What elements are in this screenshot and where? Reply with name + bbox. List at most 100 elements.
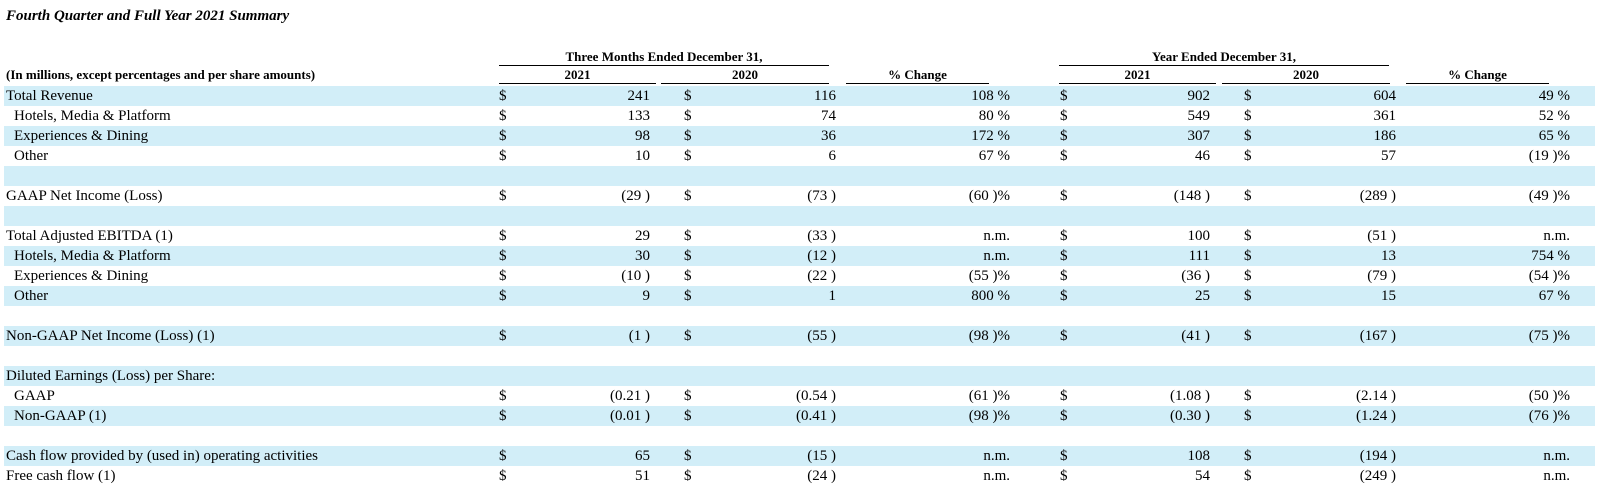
cell-y2020-currency: $ — [1244, 88, 1252, 104]
cell-q-pct-change: 800 % — [971, 288, 1010, 304]
cell-y2020-currency: $ — [1244, 328, 1252, 344]
cell-y2021-currency: $ — [1060, 328, 1068, 344]
row-label: Other — [14, 148, 49, 164]
cell-y2020-value: (289 ) — [1359, 188, 1396, 204]
table-row: Experiences & Dining $98 $36 172 % $307 $186 6… — [4, 126, 1595, 146]
row-label: Cash flow provided by (used in) operatin… — [6, 448, 319, 464]
cell-q2020-value: (33 ) — [807, 228, 836, 244]
cell-y2020-value: 361 — [1373, 108, 1397, 124]
table-row: Non-GAAP Net Income (Loss) (1) $ (1 ) $ (55 … — [4, 326, 1595, 346]
cell-q2020-value: (15 ) — [807, 448, 836, 464]
cell-y2021-value: 100 — [1187, 228, 1211, 244]
cell-q2020-currency: $ — [684, 448, 692, 464]
cell-y-pct-change: n.m. — [1543, 448, 1570, 464]
cell-y2021-value: 108 — [1187, 448, 1211, 464]
header-year: Year Ended December 31, — [1059, 49, 1389, 66]
cell-y2021-value: (1.08 ) — [1170, 388, 1210, 404]
cell-y2021-value: (0.30 ) — [1170, 408, 1210, 424]
row-label: Experiences & Dining — [14, 268, 149, 284]
cell-q2021-currency: $ — [499, 88, 507, 104]
cell-y2021-currency: $ — [1060, 188, 1068, 204]
cell-q2021-currency: $ — [499, 228, 507, 244]
cell-y2021-currency: $ — [1060, 388, 1068, 404]
cell-q2021-currency: $ — [499, 408, 507, 424]
cell-q2020-currency: $ — [684, 468, 692, 484]
cell-q2020-value: (22 ) — [807, 268, 836, 284]
cell-q-pct-change: 108 % — [971, 88, 1010, 104]
spacer-row — [4, 206, 1595, 226]
cell-y2021-currency: $ — [1060, 248, 1068, 264]
cell-q2021-value: (0.21 ) — [610, 388, 650, 404]
cell-q2021-value: (1 ) — [628, 328, 650, 344]
cell-y-pct-change: (54 )% — [1528, 268, 1570, 284]
cell-q2020-currency: $ — [684, 408, 692, 424]
page-title: Fourth Quarter and Full Year 2021 Summar… — [6, 8, 290, 24]
cell-q2020-currency: $ — [684, 228, 692, 244]
cell-q2020-currency: $ — [684, 268, 692, 284]
cell-q2021-value: (10 ) — [621, 268, 650, 284]
cell-q2021-currency: $ — [499, 268, 507, 284]
header-q-2020: 2020 — [661, 67, 829, 84]
cell-q2020-value: (12 ) — [807, 248, 836, 264]
cell-q2020-value: (73 ) — [807, 188, 836, 204]
cell-y2020-currency: $ — [1244, 448, 1252, 464]
table-row: Free cash flow (1) $51 $ (24 ) n.m. $54 $ (249 … — [4, 466, 1595, 486]
cell-y2021-value: (41 ) — [1181, 328, 1210, 344]
table-row: GAAP Net Income (Loss) $ (29 ) $ (73 ) (60 )%… — [4, 186, 1595, 206]
cell-y2021-value: 902 — [1187, 88, 1211, 104]
cell-q2021-value: 30 — [635, 248, 650, 264]
cell-q-pct-change: 67 % — [978, 148, 1010, 164]
cell-y2020-value: (167 ) — [1359, 328, 1396, 344]
cell-q2021-value: 9 — [642, 288, 651, 304]
cell-y2020-currency: $ — [1244, 148, 1252, 164]
spacer-row — [4, 346, 1595, 366]
row-label: Diluted Earnings (Loss) per Share: — [6, 368, 216, 384]
cell-q2020-value: 1 — [828, 288, 837, 304]
cell-q2020-currency: $ — [684, 88, 692, 104]
cell-y2020-value: 13 — [1381, 248, 1396, 264]
cell-q2021-currency: $ — [499, 468, 507, 484]
cell-q2020-value: 36 — [821, 128, 836, 144]
cell-q2021-value: 241 — [627, 88, 651, 104]
cell-q2021-value: 10 — [635, 148, 650, 164]
cell-q2021-value: (0.01 ) — [610, 408, 650, 424]
cell-y2021-value: (36 ) — [1181, 268, 1210, 284]
table-row: Other $9 $1 800 % $25 $15 67 % — [4, 286, 1595, 306]
spacer-row — [4, 166, 1595, 186]
header-three-months: Three Months Ended December 31, — [499, 49, 829, 66]
cell-q2020-currency: $ — [684, 288, 692, 304]
cell-q-pct-change: (55 )% — [968, 268, 1010, 284]
row-label: GAAP — [14, 388, 55, 404]
cell-y2021-value: 549 — [1187, 108, 1211, 124]
cell-y-pct-change: n.m. — [1543, 228, 1570, 244]
cell-y2021-value: 111 — [1188, 248, 1210, 264]
cell-q2020-value: (0.41 ) — [796, 408, 836, 424]
cell-y2021-currency: $ — [1060, 128, 1068, 144]
cell-q-pct-change: n.m. — [983, 468, 1010, 484]
cell-y2020-value: (51 ) — [1367, 228, 1396, 244]
cell-q2021-currency: $ — [499, 328, 507, 344]
table-row: Hotels, Media & Platform $133 $74 80 % $549 $… — [4, 106, 1595, 126]
table-row: Total Revenue $241 $116 108 % $902 $604 49 % — [4, 86, 1595, 106]
cell-y2021-currency: $ — [1060, 108, 1068, 124]
cell-q-pct-change: 80 % — [978, 108, 1010, 124]
cell-q2020-value: (24 ) — [807, 468, 836, 484]
cell-q2021-currency: $ — [499, 288, 507, 304]
cell-q-pct-change: n.m. — [983, 228, 1010, 244]
table-row: Hotels, Media & Platform $30 $ (12 ) n.m. $11… — [4, 246, 1595, 266]
cell-q2021-value: 51 — [635, 468, 650, 484]
table-row: Non-GAAP (1) $ (0.01 ) $ (0.41 ) (98 )% $ (0.30… — [4, 406, 1595, 426]
table-row: GAAP $ (0.21 ) $ (0.54 ) (61 )% $ (1.08 ) $ (2.14… — [4, 386, 1595, 406]
row-label: Hotels, Media & Platform — [14, 248, 171, 264]
cell-y-pct-change: 754 % — [1531, 248, 1570, 264]
row-label: GAAP Net Income (Loss) — [6, 188, 163, 204]
cell-q2020-currency: $ — [684, 108, 692, 124]
cell-q2021-currency: $ — [499, 388, 507, 404]
cell-q2021-value: 29 — [635, 228, 650, 244]
cell-y-pct-change: n.m. — [1543, 468, 1570, 484]
table-row: Other $10 $6 67 % $46 $57 (19 )% — [4, 146, 1595, 166]
cell-y2020-currency: $ — [1244, 268, 1252, 284]
cell-q-pct-change: (98 )% — [968, 328, 1010, 344]
cell-y2021-value: 307 — [1187, 128, 1211, 144]
row-label: Total Revenue — [6, 88, 93, 104]
